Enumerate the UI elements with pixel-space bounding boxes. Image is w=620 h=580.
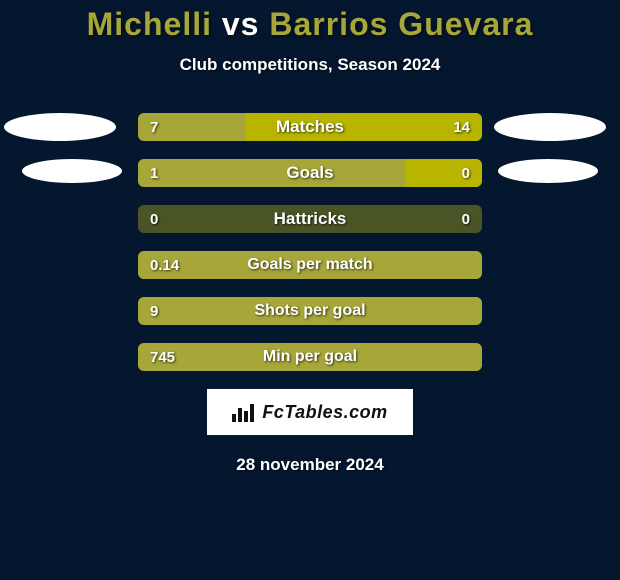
stat-value-left: 745 bbox=[150, 343, 175, 371]
brand-chart-icon bbox=[232, 402, 256, 422]
vs-text: vs bbox=[212, 6, 269, 42]
player1-photo-placeholder-bottom bbox=[22, 159, 122, 183]
stat-rows: Matches714Goals10Hattricks00Goals per ma… bbox=[138, 113, 482, 371]
stat-value-right: 14 bbox=[453, 113, 470, 141]
player2-photo-placeholder-bottom bbox=[498, 159, 598, 183]
stat-label: Goals bbox=[138, 159, 482, 187]
stat-row: Goals1 0 bbox=[138, 159, 482, 187]
stat-label: Shots per goal bbox=[138, 297, 482, 325]
player2-name: Barrios Guevara bbox=[269, 6, 533, 42]
stat-row: Matches7 14 bbox=[138, 113, 482, 141]
player1-name: Michelli bbox=[87, 6, 212, 42]
stat-row: Shots per goal9 bbox=[138, 297, 482, 325]
player2-photo-placeholder-top bbox=[494, 113, 606, 141]
stat-value-left: 0 bbox=[150, 205, 158, 233]
stat-value-right: 0 bbox=[462, 159, 470, 187]
brand-badge: FcTables.com bbox=[207, 389, 413, 435]
stat-value-right: 0 bbox=[462, 205, 470, 233]
stat-label: Matches bbox=[138, 113, 482, 141]
stat-label: Hattricks bbox=[138, 205, 482, 233]
player1-photo-placeholder-top bbox=[4, 113, 116, 141]
comparison-title: Michelli vs Barrios Guevara bbox=[0, 0, 620, 43]
stat-row: Hattricks0 0 bbox=[138, 205, 482, 233]
stat-label: Goals per match bbox=[138, 251, 482, 279]
stat-row: Goals per match0.14 bbox=[138, 251, 482, 279]
brand-text: FcTables.com bbox=[262, 402, 387, 423]
stat-value-left: 0.14 bbox=[150, 251, 179, 279]
stat-row: Min per goal745 bbox=[138, 343, 482, 371]
stats-area: Matches714Goals10Hattricks00Goals per ma… bbox=[0, 113, 620, 371]
stat-value-left: 1 bbox=[150, 159, 158, 187]
stat-label: Min per goal bbox=[138, 343, 482, 371]
subtitle: Club competitions, Season 2024 bbox=[0, 55, 620, 75]
stat-value-left: 7 bbox=[150, 113, 158, 141]
stat-value-left: 9 bbox=[150, 297, 158, 325]
date-line: 28 november 2024 bbox=[0, 455, 620, 475]
